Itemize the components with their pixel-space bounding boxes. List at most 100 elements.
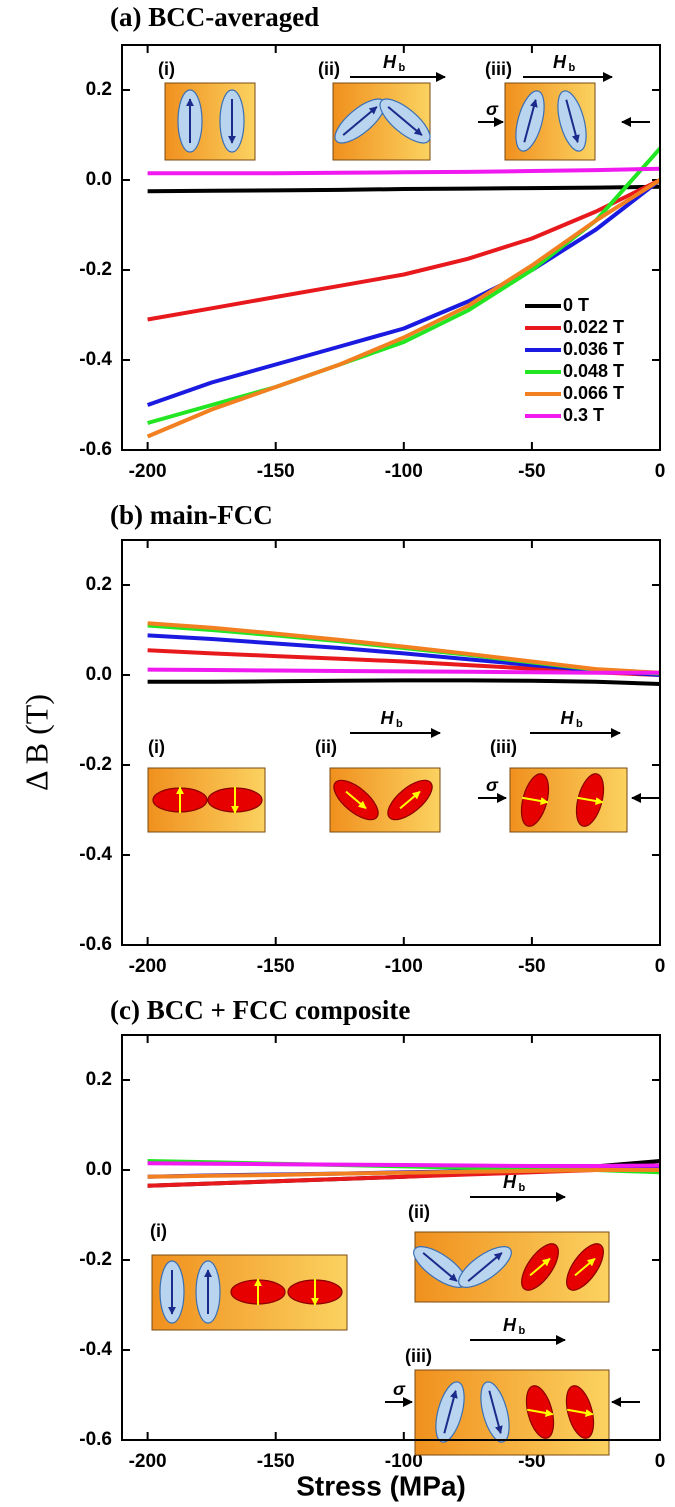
data-line bbox=[147, 166, 661, 176]
domain bbox=[520, 773, 550, 827]
chart-title: (c) BCC + FCC composite bbox=[110, 995, 410, 1025]
domain bbox=[515, 90, 545, 152]
inset-label: (iii) bbox=[405, 1346, 432, 1366]
field-label: H bbox=[383, 52, 397, 72]
inset-label: (ii) bbox=[318, 59, 340, 79]
x-tick-label: -200 bbox=[129, 1451, 167, 1472]
x-tick-label: -50 bbox=[518, 461, 545, 482]
legend-label: 0.022 T bbox=[563, 317, 624, 337]
y-tick-label: -0.2 bbox=[79, 1249, 112, 1270]
domain bbox=[557, 90, 587, 152]
y-tick-label: -0.6 bbox=[79, 934, 112, 955]
moment-arrow bbox=[399, 790, 421, 810]
domain bbox=[525, 1385, 555, 1439]
legend-label: 0 T bbox=[563, 295, 589, 315]
x-tick-label: -200 bbox=[129, 461, 167, 482]
stress-label: σ bbox=[486, 99, 499, 119]
domain bbox=[219, 89, 245, 153]
field-subscript: b bbox=[519, 1325, 526, 1337]
domain bbox=[195, 1260, 221, 1324]
domain bbox=[565, 1385, 595, 1439]
field-label: H bbox=[503, 1315, 517, 1335]
x-tick-label: -200 bbox=[129, 956, 167, 977]
chart-title: (a) BCC-averaged bbox=[110, 2, 319, 32]
legend-label: 0.066 T bbox=[563, 383, 624, 403]
domain bbox=[575, 773, 605, 827]
domain bbox=[387, 779, 433, 821]
x-tick-label: -50 bbox=[518, 956, 545, 977]
moment-arrow bbox=[422, 1252, 458, 1282]
moment-arrow bbox=[565, 99, 580, 144]
domain bbox=[159, 1260, 185, 1324]
moment-arrow bbox=[529, 1257, 551, 1277]
stress-label: σ bbox=[393, 1379, 406, 1399]
domain bbox=[177, 89, 203, 153]
inset-label: (ii) bbox=[408, 1202, 430, 1222]
x-tick-label: -100 bbox=[385, 461, 423, 482]
field-label: H bbox=[561, 708, 575, 728]
chart-title: (b) main-FCC bbox=[110, 500, 273, 530]
data-line bbox=[147, 184, 661, 194]
field-label: H bbox=[381, 708, 395, 728]
moment-arrow bbox=[577, 796, 604, 805]
field-label: H bbox=[503, 1172, 517, 1192]
plot-frame bbox=[121, 1034, 661, 1441]
data-line bbox=[147, 1161, 661, 1168]
y-tick-label: 0.0 bbox=[86, 169, 112, 190]
legend-label: 0.048 T bbox=[563, 361, 624, 381]
data-line bbox=[147, 678, 661, 686]
inset-label: (iii) bbox=[485, 59, 512, 79]
field-subscript: b bbox=[399, 62, 406, 74]
domain bbox=[207, 787, 263, 814]
y-tick-label: -0.4 bbox=[79, 844, 112, 865]
domain bbox=[566, 1243, 604, 1291]
domain bbox=[480, 1381, 510, 1443]
data-line bbox=[147, 621, 661, 675]
y-tick-label: 0.2 bbox=[86, 574, 112, 595]
x-axis-label: Stress (MPa) bbox=[296, 1470, 466, 1501]
x-tick-label: -150 bbox=[257, 461, 295, 482]
legend-label: 0.3 T bbox=[563, 405, 604, 425]
field-subscript: b bbox=[396, 718, 403, 730]
y-tick-label: -0.4 bbox=[79, 349, 112, 370]
plot-frame bbox=[121, 539, 661, 946]
moment-arrow bbox=[443, 1389, 458, 1434]
field-subscript: b bbox=[519, 1182, 526, 1194]
y-tick-label: -0.6 bbox=[79, 1429, 112, 1450]
domain bbox=[333, 779, 379, 821]
y-tick-label: -0.2 bbox=[79, 754, 112, 775]
data-line bbox=[147, 1168, 660, 1179]
x-tick-label: 0 bbox=[655, 461, 666, 482]
y-tick-label: 0.2 bbox=[86, 1069, 112, 1090]
inset-label: (ii) bbox=[315, 737, 337, 757]
data-line bbox=[147, 178, 661, 322]
moment-arrow bbox=[574, 1257, 596, 1277]
inset-label: (i) bbox=[148, 737, 165, 757]
x-tick-label: 0 bbox=[655, 956, 666, 977]
y-tick-label: 0.0 bbox=[86, 1159, 112, 1180]
x-tick-label: -150 bbox=[257, 1451, 295, 1472]
x-tick-label: -100 bbox=[385, 1451, 423, 1472]
moment-arrow bbox=[567, 1408, 594, 1417]
x-tick-label: 0 bbox=[655, 1451, 666, 1472]
moment-arrow bbox=[467, 1252, 503, 1282]
inset-label: (iii) bbox=[490, 737, 517, 757]
y-tick-label: -0.6 bbox=[79, 439, 112, 460]
field-subscript: b bbox=[576, 718, 583, 730]
field-subscript: b bbox=[569, 62, 576, 74]
legend-label: 0.036 T bbox=[563, 339, 624, 359]
inset-label: (i) bbox=[158, 59, 175, 79]
y-tick-label: 0.0 bbox=[86, 664, 112, 685]
moment-arrow bbox=[522, 796, 549, 805]
domain bbox=[152, 786, 208, 813]
y-tick-label: 0.2 bbox=[86, 79, 112, 100]
moment-arrow bbox=[488, 1390, 503, 1435]
domain bbox=[287, 1279, 343, 1306]
stress-label: σ bbox=[486, 775, 499, 795]
y-tick-label: -0.4 bbox=[79, 1339, 112, 1360]
y-axis-label: Δ B (T) bbox=[18, 694, 54, 791]
x-tick-label: -150 bbox=[257, 956, 295, 977]
data-line bbox=[146, 178, 662, 439]
domain bbox=[458, 1246, 512, 1288]
